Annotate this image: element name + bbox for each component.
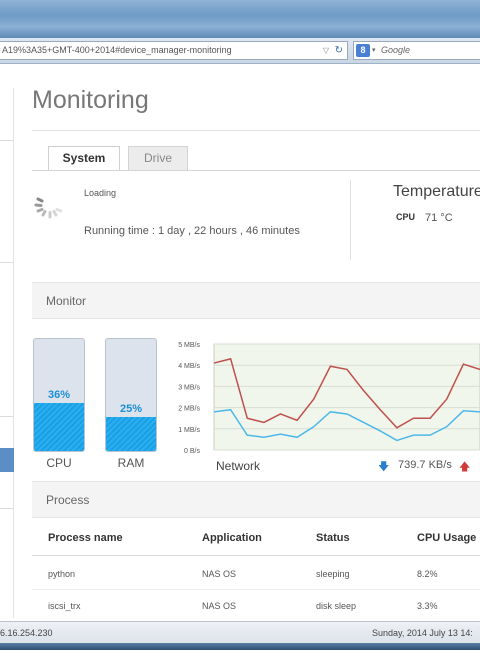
temperature-cpu-label: CPU: [396, 212, 416, 222]
tab-divider: [32, 170, 480, 171]
table-cell-process-name: python: [48, 569, 76, 579]
cpu-percent: 36%: [47, 389, 71, 401]
status-bar: 6.16.254.230 Sunday, 2014 July 13 14:: [0, 621, 480, 643]
table-cell-application: NAS OS: [202, 569, 237, 579]
table-row-divider: [32, 589, 480, 590]
column-header-status[interactable]: Status: [316, 532, 350, 544]
process-title: Process: [46, 493, 90, 507]
chart-y-tick-label: 0 B/s: [184, 448, 200, 455]
cpu-gauge-label: CPU: [46, 456, 72, 470]
cpu-gauge: 36%: [33, 338, 85, 452]
chart-y-tick-label: 4 MB/s: [178, 363, 200, 370]
cpu-gauge-fill: [34, 403, 84, 451]
table-cell-process-name: iscsi_trx: [48, 601, 81, 611]
sidebar-divider: [0, 262, 14, 263]
title-divider: [32, 130, 480, 131]
address-bar[interactable]: A19%3A35+GMT-400+2014#device_manager-mon…: [0, 41, 348, 60]
table-cell-status: disk sleep: [316, 601, 357, 611]
ram-gauge: 25%: [105, 338, 157, 452]
taskbar-edge: [0, 643, 480, 650]
table-cell-application: NAS OS: [202, 601, 237, 611]
sidebar-divider: [0, 508, 14, 509]
chart-y-tick-label: 1 MB/s: [178, 427, 200, 434]
chart-series-line-download: [213, 408, 480, 442]
search-placeholder: Google: [381, 45, 411, 55]
status-ip: 6.16.254.230: [0, 628, 53, 638]
sidebar-divider: [0, 416, 14, 417]
column-header-cpu-usage[interactable]: CPU Usage: [417, 532, 477, 544]
ram-percent: 25%: [119, 403, 143, 415]
process-section-header: Process: [32, 481, 480, 518]
sidebar-edge: [13, 88, 14, 618]
info-divider: [350, 180, 351, 260]
chart-y-tick-label: 5 MB/s: [178, 342, 200, 349]
upload-arrow-icon: 🡅: [459, 461, 471, 473]
search-engine-icon[interactable]: 8: [356, 44, 370, 57]
network-chart: 0 B/s 1 MB/s 2 MB/s 3 MB/s 4 MB/s 5 MB/s: [178, 342, 480, 455]
address-text: A19%3A35+GMT-400+2014#device_manager-mon…: [2, 45, 232, 55]
page-title: Monitoring: [32, 86, 149, 114]
ram-gauge-label: RAM: [117, 456, 145, 470]
temperature-title: Temperature: [393, 183, 480, 200]
reload-icon[interactable]: ↻: [334, 45, 343, 56]
running-time: Running time : 1 day , 22 hours , 46 min…: [84, 225, 300, 237]
download-arrow-icon: 🡇: [378, 461, 390, 473]
chart-series-line-upload: [213, 357, 480, 429]
search-engine-dropdown-icon[interactable]: ▾: [372, 47, 376, 54]
chart-y-tick-label: 2 MB/s: [178, 406, 200, 413]
chart-plot-area: [213, 343, 480, 451]
table-cell-cpu-usage: 3.3%: [417, 601, 438, 611]
monitor-section-header: Monitor: [32, 282, 480, 319]
browser-title-area: [0, 0, 480, 38]
tab-system[interactable]: System: [48, 146, 120, 171]
loading-spinner-icon: [34, 197, 63, 219]
status-datetime: Sunday, 2014 July 13 14:: [372, 628, 473, 638]
url-dropdown-icon[interactable]: ▽: [322, 46, 329, 55]
sidebar-item-active[interactable]: [0, 448, 14, 472]
temperature-cpu-value: 71 °C: [425, 212, 453, 224]
table-cell-status: sleeping: [316, 569, 350, 579]
search-bar[interactable]: 8 ▾ Google: [353, 41, 480, 60]
ram-gauge-fill: [106, 417, 156, 451]
network-label: Network: [216, 459, 261, 473]
table-cell-cpu-usage: 8.2%: [417, 569, 438, 579]
column-header-application[interactable]: Application: [202, 532, 262, 544]
download-rate: 739.7 KB/s: [398, 459, 452, 471]
tab-drive[interactable]: Drive: [128, 146, 188, 170]
sidebar-divider: [0, 140, 14, 141]
loading-text: Loading: [84, 188, 117, 198]
monitor-title: Monitor: [46, 294, 87, 308]
table-header-divider: [32, 555, 480, 556]
browser-toolbar: A19%3A35+GMT-400+2014#device_manager-mon…: [0, 38, 480, 64]
column-header-process-name[interactable]: Process name: [48, 532, 123, 544]
chart-y-tick-label: 3 MB/s: [178, 384, 200, 391]
